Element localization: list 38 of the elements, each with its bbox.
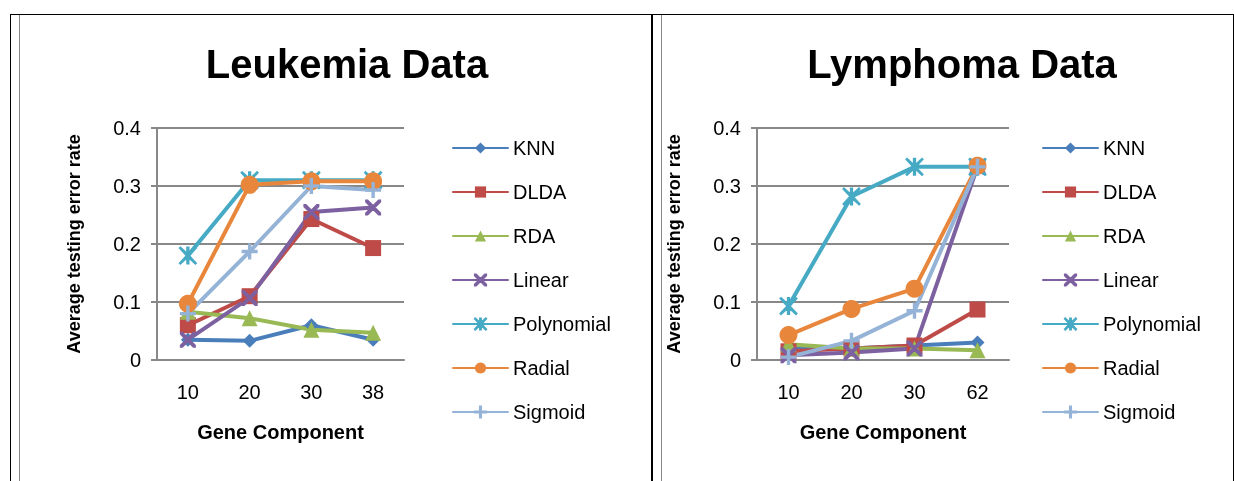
- legend-label: Linear: [1103, 269, 1159, 291]
- y-tick-label: 0.1: [113, 291, 141, 313]
- y-axis-title: Average testing error rate: [64, 134, 84, 354]
- x-tick-label: 38: [362, 381, 385, 403]
- legend-label: Polynomial: [513, 313, 611, 335]
- x-tick-label: 10: [777, 381, 800, 403]
- y-axis-title: Average testing error rate: [664, 134, 684, 354]
- x-tick-label: 30: [903, 381, 926, 403]
- legend-label: RDA: [513, 225, 556, 247]
- x-tick-label: 10: [176, 381, 199, 403]
- legend-label: Radial: [1103, 357, 1160, 379]
- legend-label: Sigmoid: [513, 401, 586, 423]
- y-tick-label: 0.2: [113, 233, 141, 255]
- legend-label: Polynomial: [1103, 313, 1201, 335]
- y-tick-label: 0.2: [713, 233, 741, 255]
- y-tick-label: 0.1: [713, 291, 741, 313]
- x-tick-label: 62: [966, 381, 989, 403]
- x-tick-label: 20: [840, 381, 863, 403]
- chart-title: Lymphoma Data: [807, 42, 1118, 86]
- legend-label: DLDA: [513, 181, 568, 203]
- legend-label: KNN: [1103, 137, 1146, 159]
- y-tick-label: 0.4: [713, 117, 741, 139]
- y-tick-label: 0: [129, 349, 141, 371]
- legend-label: Radial: [513, 357, 570, 379]
- legend-label: Linear: [513, 269, 569, 291]
- x-tick-label: 30: [300, 381, 323, 403]
- y-tick-label: 0.4: [113, 117, 141, 139]
- legend-label: KNN: [513, 137, 556, 159]
- x-axis-title: Gene Component: [197, 421, 365, 443]
- y-tick-label: 0.3: [113, 175, 141, 197]
- chart-title: Leukemia Data: [205, 42, 489, 86]
- legend-label: RDA: [1103, 225, 1146, 247]
- y-tick-label: 0: [729, 349, 741, 371]
- y-tick-label: 0.3: [713, 175, 741, 197]
- x-axis-title: Gene Component: [799, 421, 967, 443]
- x-tick-label: 20: [238, 381, 261, 403]
- legend-label: Sigmoid: [1103, 401, 1176, 423]
- legend-label: DLDA: [1103, 181, 1158, 203]
